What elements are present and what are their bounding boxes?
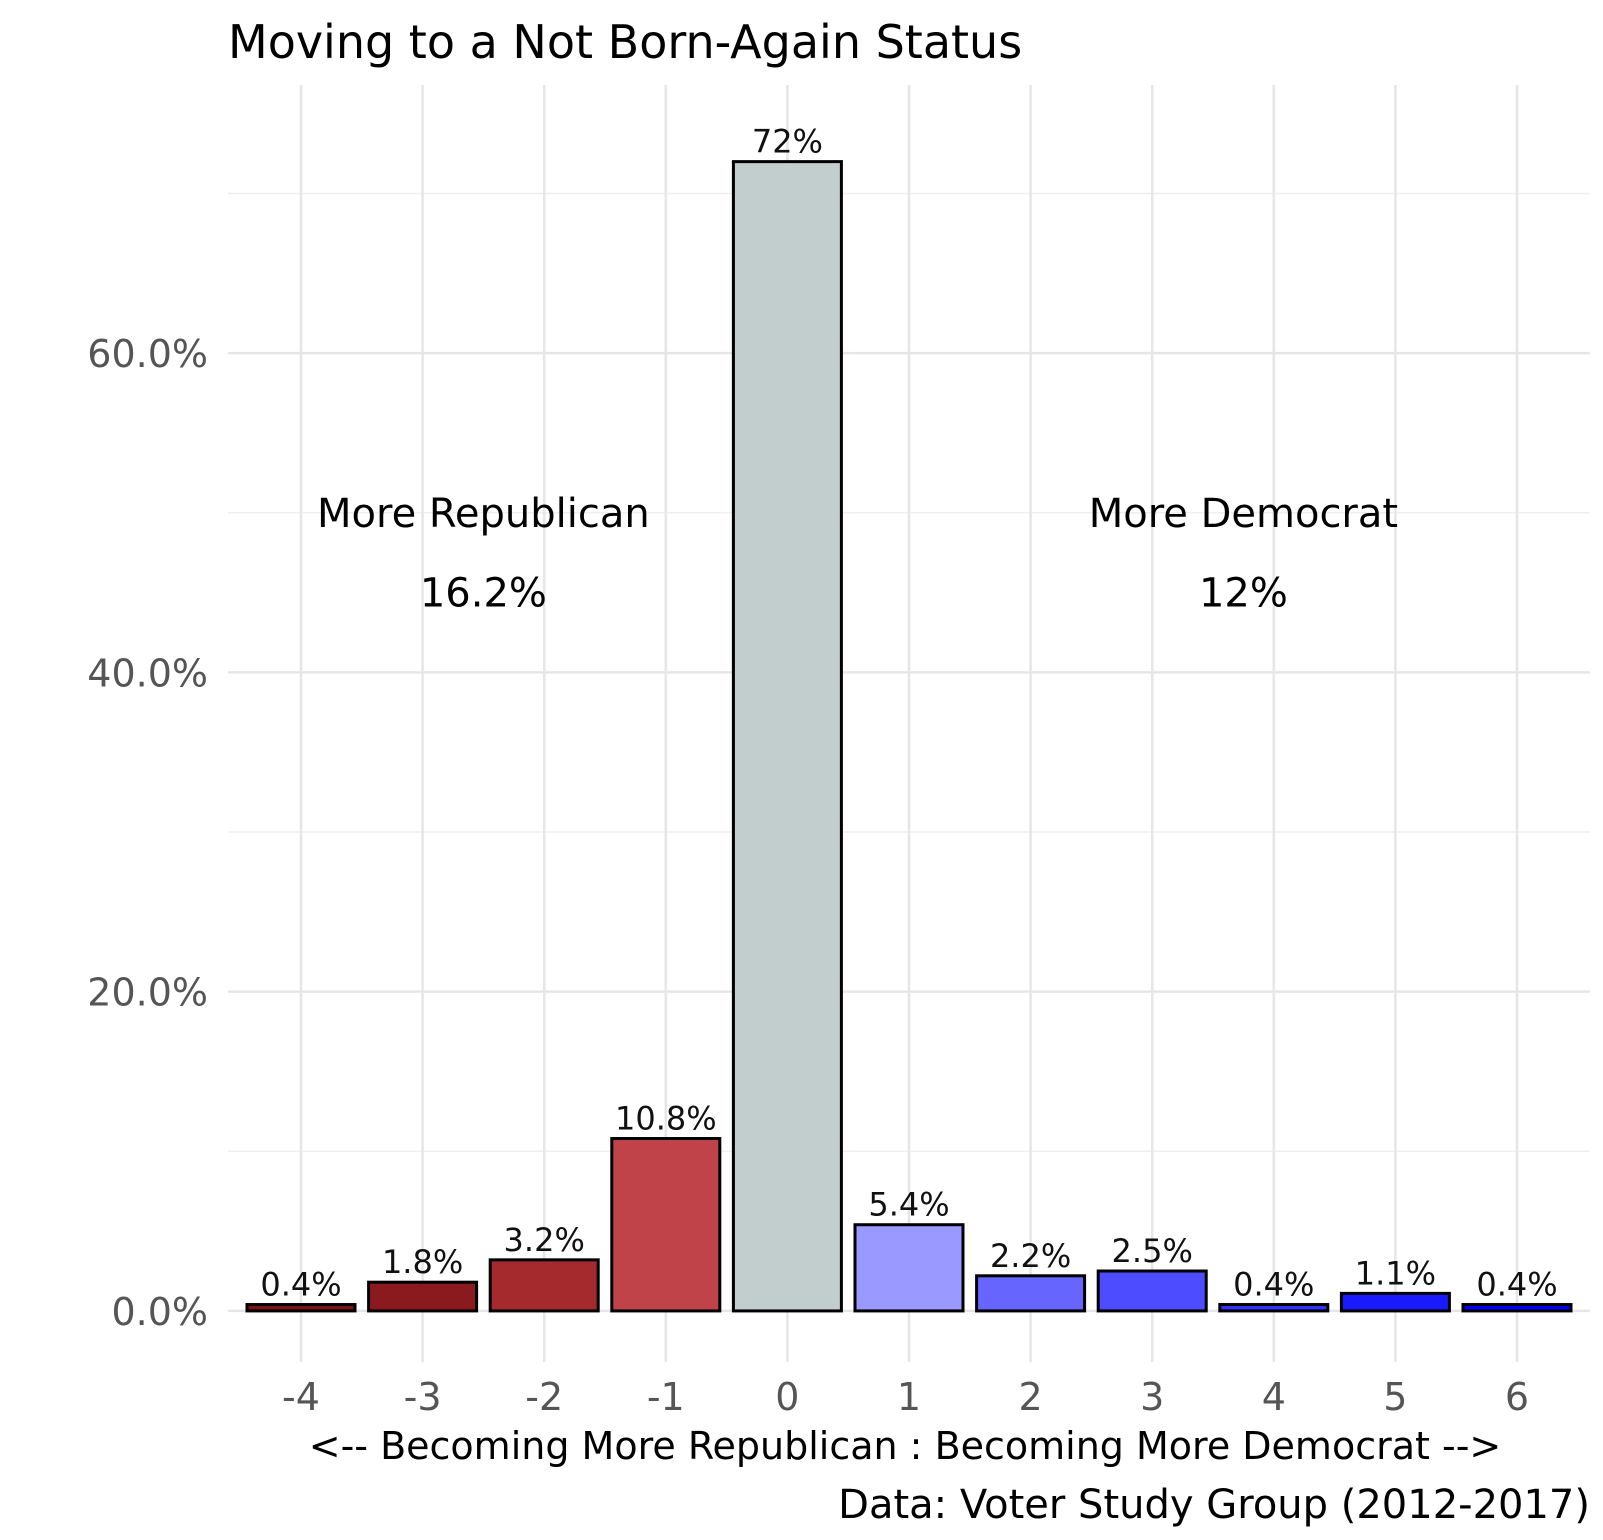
bar-label--4: 0.4% bbox=[260, 1266, 341, 1304]
x-tick-label: -1 bbox=[647, 1375, 685, 1419]
bar-label--2: 3.2% bbox=[504, 1221, 585, 1259]
x-tick-label: 3 bbox=[1140, 1375, 1164, 1419]
x-tick-label: 6 bbox=[1505, 1375, 1529, 1419]
bar-1 bbox=[855, 1225, 963, 1311]
chart-caption: Data: Voter Study Group (2012-2017) bbox=[838, 1482, 1590, 1528]
bar-3 bbox=[1098, 1271, 1206, 1311]
x-tick-label: 1 bbox=[897, 1375, 921, 1419]
annotation-text: 12% bbox=[1199, 571, 1288, 617]
bar-label-6: 0.4% bbox=[1476, 1266, 1557, 1304]
bar--1 bbox=[612, 1139, 720, 1311]
x-axis-label: <-- Becoming More Republican : Becoming … bbox=[309, 1424, 1502, 1468]
y-tick-label: 60.0% bbox=[87, 332, 208, 376]
x-tick-label: 4 bbox=[1262, 1375, 1286, 1419]
y-axis-ticks: 0.0% 20.0% 40.0% 60.0% bbox=[87, 332, 208, 1334]
bar-label-0: 72% bbox=[752, 123, 823, 161]
x-tick-label: -2 bbox=[525, 1375, 563, 1419]
annotations: More Republican 16.2% More Democrat 12% bbox=[317, 491, 1398, 617]
x-tick-label: -3 bbox=[404, 1375, 442, 1419]
chart-title: Moving to a Not Born-Again Status bbox=[228, 15, 1022, 69]
bar-label--3: 1.8% bbox=[382, 1243, 463, 1281]
annotation-text: 16.2% bbox=[420, 571, 547, 617]
x-tick-label: 0 bbox=[775, 1375, 799, 1419]
bar-label--1: 10.8% bbox=[615, 1100, 717, 1138]
bar-2 bbox=[977, 1276, 1085, 1311]
y-tick-label: 40.0% bbox=[87, 651, 208, 695]
bar-label-5: 1.1% bbox=[1355, 1254, 1436, 1292]
x-tick-label: 2 bbox=[1019, 1375, 1043, 1419]
y-tick-label: 20.0% bbox=[87, 971, 208, 1015]
annotation-text: More Democrat bbox=[1089, 491, 1398, 537]
x-axis-ticks: -4 -3 -2 -1 0 1 2 3 4 5 6 bbox=[282, 1375, 1529, 1419]
bar-4 bbox=[1220, 1305, 1328, 1311]
grid-lines bbox=[228, 85, 1590, 1362]
x-tick-label: -4 bbox=[282, 1375, 320, 1419]
bar-label-1: 5.4% bbox=[868, 1186, 949, 1224]
bar--2 bbox=[490, 1260, 598, 1311]
y-tick-label: 0.0% bbox=[111, 1290, 208, 1334]
bar--3 bbox=[369, 1282, 477, 1311]
bar-5 bbox=[1341, 1293, 1449, 1311]
bar--4 bbox=[247, 1305, 355, 1311]
bar-0 bbox=[733, 162, 841, 1311]
bar-label-3: 2.5% bbox=[1112, 1232, 1193, 1270]
bar-label-2: 2.2% bbox=[990, 1237, 1071, 1275]
bar-label-4: 0.4% bbox=[1233, 1266, 1314, 1304]
annotation-text: More Republican bbox=[317, 491, 650, 537]
x-tick-label: 5 bbox=[1383, 1375, 1407, 1419]
bar-6 bbox=[1463, 1305, 1571, 1311]
